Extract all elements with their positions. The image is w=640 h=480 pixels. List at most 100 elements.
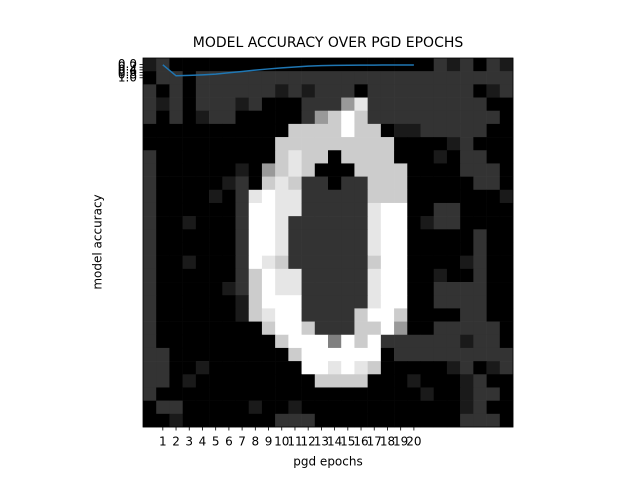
pixel bbox=[195, 282, 210, 296]
y-tick-label: 0.2 bbox=[118, 60, 137, 74]
x-tick-label: 2 bbox=[172, 435, 180, 449]
pixel bbox=[195, 242, 210, 256]
pixel bbox=[156, 110, 170, 125]
pixel bbox=[433, 176, 448, 191]
pixel bbox=[499, 110, 514, 125]
pixel bbox=[446, 295, 461, 309]
pixel bbox=[420, 202, 435, 217]
pixel bbox=[328, 189, 342, 204]
pixel bbox=[235, 242, 250, 256]
pixel bbox=[182, 387, 197, 401]
pixel bbox=[195, 71, 210, 85]
pixel bbox=[222, 308, 236, 322]
pixel bbox=[156, 189, 170, 204]
pixel bbox=[433, 400, 448, 415]
pixel bbox=[143, 176, 157, 191]
pixel bbox=[143, 71, 157, 85]
pixel bbox=[460, 163, 474, 177]
pixel bbox=[328, 268, 342, 283]
pixel bbox=[341, 413, 355, 428]
pixel bbox=[486, 123, 501, 138]
pixel bbox=[420, 242, 435, 256]
pixel bbox=[328, 374, 342, 388]
pixel bbox=[222, 84, 236, 98]
x-tick-label: 14 bbox=[327, 435, 342, 449]
pixel bbox=[407, 71, 421, 85]
pixel bbox=[420, 321, 435, 336]
pixel bbox=[301, 374, 316, 388]
x-tick-label: 3 bbox=[185, 435, 193, 449]
pixel bbox=[499, 97, 514, 112]
pixel bbox=[354, 400, 368, 415]
pixel bbox=[407, 189, 421, 204]
pixel bbox=[394, 150, 408, 164]
pixel bbox=[275, 413, 289, 428]
pixel bbox=[380, 123, 395, 138]
pixel bbox=[261, 255, 276, 270]
pixel bbox=[314, 150, 329, 164]
pixel bbox=[341, 308, 355, 322]
pixel bbox=[143, 216, 157, 230]
pixel bbox=[367, 242, 382, 256]
pixel bbox=[182, 202, 197, 217]
pixel bbox=[473, 268, 487, 283]
pixel bbox=[261, 242, 276, 256]
pixel bbox=[367, 400, 382, 415]
pixel bbox=[380, 334, 395, 349]
pixel bbox=[261, 347, 276, 362]
pixel bbox=[261, 176, 276, 191]
pixel bbox=[486, 400, 501, 415]
pixel bbox=[341, 295, 355, 309]
pixel bbox=[394, 71, 408, 85]
pixel bbox=[407, 123, 421, 138]
pixel bbox=[394, 216, 408, 230]
pixel bbox=[420, 361, 435, 375]
pixel bbox=[209, 216, 223, 230]
pixel bbox=[499, 295, 514, 309]
pixel bbox=[248, 216, 263, 230]
pixel bbox=[486, 163, 501, 177]
pixel bbox=[354, 123, 368, 138]
pixel bbox=[433, 374, 448, 388]
pixel bbox=[380, 242, 395, 256]
pixel bbox=[420, 308, 435, 322]
pixel bbox=[314, 176, 329, 191]
pixel bbox=[394, 189, 408, 204]
pixel bbox=[248, 242, 263, 256]
pixel bbox=[275, 334, 289, 349]
pixel bbox=[486, 229, 501, 243]
pixel bbox=[420, 176, 435, 191]
x-tick-label: 13 bbox=[314, 435, 329, 449]
pixel bbox=[195, 295, 210, 309]
pixel bbox=[275, 321, 289, 336]
pixel bbox=[446, 202, 461, 217]
pixel bbox=[143, 97, 157, 112]
pixel bbox=[314, 400, 329, 415]
pixel bbox=[195, 347, 210, 362]
pixel bbox=[261, 71, 276, 85]
pixel bbox=[275, 189, 289, 204]
pixel bbox=[156, 255, 170, 270]
pixel bbox=[328, 150, 342, 164]
pixel bbox=[367, 387, 382, 401]
pixel bbox=[341, 176, 355, 191]
pixel bbox=[433, 413, 448, 428]
pixel bbox=[275, 58, 289, 72]
pixel bbox=[367, 176, 382, 191]
pixel bbox=[314, 321, 329, 336]
pixel bbox=[407, 374, 421, 388]
x-tick-label: 20 bbox=[406, 435, 421, 449]
pixel bbox=[301, 295, 316, 309]
pixel bbox=[248, 58, 263, 72]
pixel bbox=[275, 347, 289, 362]
pixel bbox=[354, 71, 368, 85]
pixel bbox=[301, 71, 316, 85]
pixel bbox=[156, 295, 170, 309]
pixel bbox=[156, 361, 170, 375]
pixel bbox=[460, 268, 474, 283]
pixel bbox=[275, 400, 289, 415]
pixel bbox=[341, 255, 355, 270]
pixel bbox=[169, 137, 183, 151]
y-tick-label: 1.0 bbox=[118, 70, 137, 84]
